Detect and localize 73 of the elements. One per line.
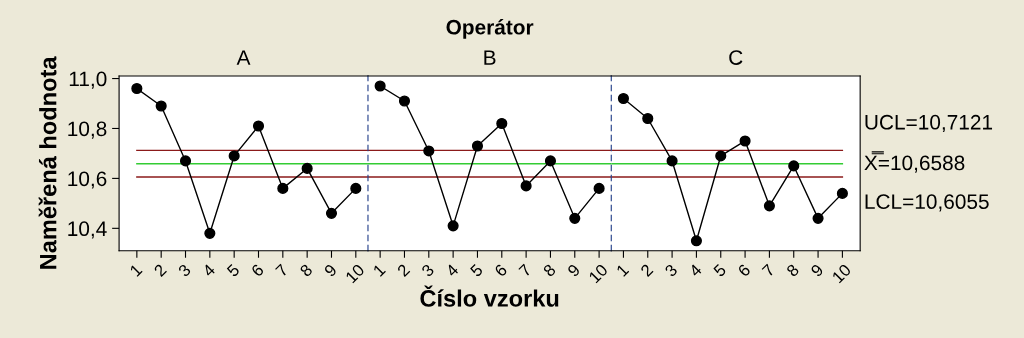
point: [763, 200, 775, 212]
chart-title: Operátor: [446, 19, 534, 39]
point: [593, 182, 605, 194]
x-tick-label: 4: [445, 263, 460, 278]
point: [544, 155, 557, 167]
point: [642, 112, 654, 125]
x-tick-label: 7: [275, 263, 289, 278]
y-tick-label: 10,6: [68, 171, 107, 189]
x-tick-label: 4: [688, 263, 703, 278]
point: [520, 180, 532, 192]
x-tick-label: 9: [566, 263, 581, 278]
point: [471, 140, 484, 152]
point: [179, 155, 192, 167]
point: [301, 162, 313, 174]
point: [788, 160, 800, 172]
point: [739, 135, 751, 147]
x-tick-label: 6: [737, 263, 752, 278]
point: [496, 117, 508, 130]
x-tick-label: 6: [250, 263, 265, 278]
y-axis-title: Naměřená hodnota: [38, 56, 57, 269]
ref-line-label: LCL=10,6055: [865, 194, 989, 212]
point: [398, 95, 411, 107]
x-tick-label: 4: [201, 263, 216, 278]
ref-line-label: X̿=10,6588: [864, 151, 965, 173]
x-tick-label: 3: [420, 263, 435, 278]
x-tick-label: 5: [469, 263, 484, 278]
x-tick-label: 8: [785, 263, 800, 278]
point: [569, 212, 581, 224]
point: [374, 80, 386, 92]
x-tick-label: 9: [323, 263, 338, 278]
x-tick-label: 1: [372, 263, 386, 277]
point: [277, 182, 289, 194]
x-tick-label: 2: [639, 263, 654, 278]
chart-subtitle: C: [729, 50, 743, 65]
y-tick-label: 11,0: [69, 71, 107, 89]
y-tick-label: 10,4: [68, 221, 107, 239]
x-tick-label: 1: [616, 263, 630, 277]
x-tick-label: 5: [226, 263, 241, 278]
point: [812, 212, 824, 224]
ref-line-label: UCL=10,7121: [865, 114, 993, 133]
point: [423, 145, 435, 157]
x-tick-label: 5: [712, 263, 727, 278]
x-tick-label: 3: [177, 263, 192, 278]
point: [228, 150, 240, 162]
x-tick-label: 3: [664, 263, 679, 278]
point: [252, 120, 265, 132]
x-tick-label: 1: [129, 263, 143, 277]
point: [325, 207, 338, 219]
point: [155, 100, 167, 112]
x-tick-label: 10: [831, 263, 852, 284]
point: [715, 150, 727, 162]
x-tick-label: 9: [810, 263, 824, 278]
point: [131, 82, 143, 95]
x-tick-label: 10: [344, 263, 366, 284]
point: [666, 155, 678, 167]
chart-subtitle: B: [484, 50, 496, 65]
x-tick-label: 8: [542, 263, 557, 278]
point: [690, 235, 702, 247]
x-tick-label: 2: [153, 263, 167, 278]
y-tick-label: 10,8: [68, 121, 107, 139]
x-tick-label: 10: [588, 263, 609, 284]
point: [350, 182, 362, 194]
chart-subtitle: A: [236, 50, 251, 65]
x-tick-label: 8: [299, 263, 314, 278]
x-axis-title: Číslo vzorku: [420, 285, 559, 307]
x-tick-label: 7: [518, 263, 532, 278]
x-tick-label: 2: [396, 263, 411, 278]
x-tick-label: 6: [493, 263, 508, 278]
point: [204, 227, 216, 239]
point: [836, 187, 848, 199]
x-tick-label: 7: [761, 263, 776, 278]
point: [617, 92, 629, 105]
point: [447, 220, 459, 232]
